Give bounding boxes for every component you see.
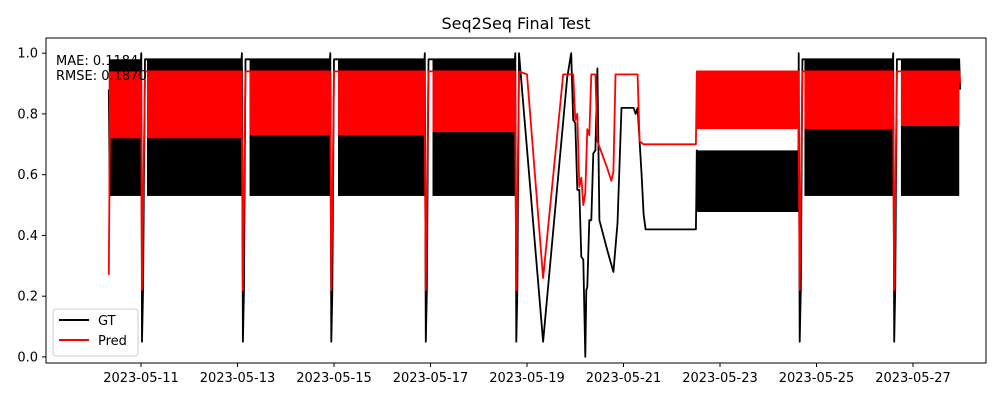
plot-frame xyxy=(45,37,987,364)
x-tick-label: 2023-05-15 xyxy=(296,371,372,386)
x-tick-label: 2023-05-21 xyxy=(586,371,662,386)
x-tick-label: 2023-05-11 xyxy=(103,371,179,386)
pred-band-7 xyxy=(900,71,960,127)
plot-area xyxy=(107,52,962,358)
y-tick-label: 0.2 xyxy=(17,290,38,305)
axis-ticks: 2023-05-11 2023-05-13 2023-05-15 2023-05-17… xyxy=(17,47,950,386)
x-tick-label: 2023-05-17 xyxy=(393,371,469,386)
gt-band-5 xyxy=(695,150,799,212)
x-tick-label: 2023-05-25 xyxy=(779,371,855,386)
rmse-text: RMSE: 0.1870 xyxy=(56,69,147,84)
y-tick-label: 1.0 xyxy=(17,47,38,62)
x-tick-label: 2023-05-27 xyxy=(875,371,951,386)
metrics-annotation: MAE: 0.1184 RMSE: 0.1870 xyxy=(56,54,147,84)
pred-band-5 xyxy=(695,71,799,130)
x-tick-label: 2023-05-13 xyxy=(200,371,276,386)
pred-band-2 xyxy=(249,71,330,136)
gt-series-line xyxy=(107,52,962,358)
pred-series-line xyxy=(107,70,962,291)
pred-band-1 xyxy=(147,71,242,139)
x-tick-label: 2023-05-23 xyxy=(682,371,758,386)
chart-title: Seq2Seq Final Test xyxy=(441,14,590,33)
legend-label-gt: GT xyxy=(98,314,116,329)
legend: GT Pred xyxy=(52,308,139,357)
legend-label-pred: Pred xyxy=(98,334,127,349)
pred-band-3 xyxy=(338,71,425,136)
y-tick-label: 0.8 xyxy=(17,107,38,122)
mae-text: MAE: 0.1184 xyxy=(56,54,138,69)
y-tick-label: 0.0 xyxy=(17,350,38,365)
x-tick-label: 2023-05-19 xyxy=(489,371,565,386)
y-tick-label: 0.6 xyxy=(17,168,38,183)
pred-band-4 xyxy=(432,71,515,133)
pred-band-6 xyxy=(804,71,893,130)
y-tick-label: 0.4 xyxy=(17,229,38,244)
